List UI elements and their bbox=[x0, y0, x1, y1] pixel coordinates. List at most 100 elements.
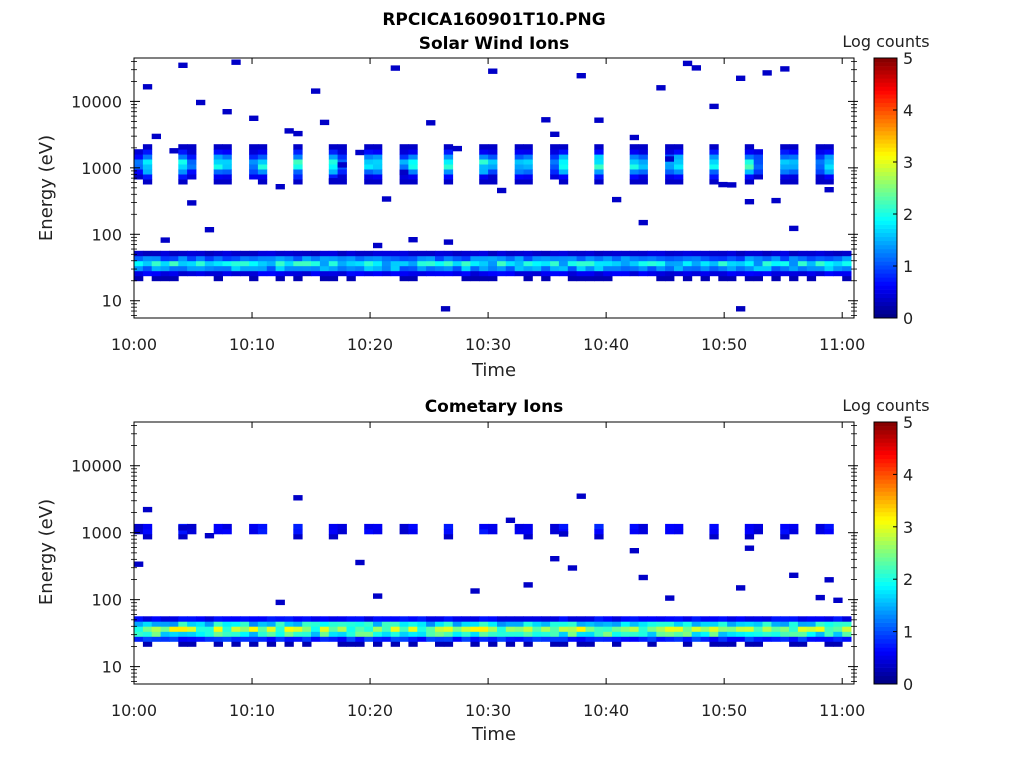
spectrogram-cell bbox=[443, 534, 454, 540]
spectrogram-cell bbox=[426, 255, 436, 262]
spectrogram-cell bbox=[576, 641, 586, 647]
spectrogram-cell bbox=[426, 636, 436, 642]
spectrogram-cell bbox=[266, 621, 277, 627]
spectrogram-cell bbox=[435, 270, 445, 277]
spectrogram-cell bbox=[284, 641, 294, 647]
spectrogram-cell bbox=[789, 275, 799, 282]
spectrogram-cell bbox=[142, 528, 153, 535]
spectrogram-cell bbox=[789, 621, 799, 627]
spectrogram-cell bbox=[762, 270, 772, 277]
spectrogram-cell bbox=[647, 255, 657, 262]
spectrogram-cell bbox=[727, 636, 737, 642]
spectrogram-cell bbox=[142, 250, 153, 257]
spectrogram-cell bbox=[337, 636, 347, 642]
spectrogram-cell bbox=[479, 616, 489, 622]
y-tick-label: 10000 bbox=[71, 92, 122, 111]
spectrogram-cell bbox=[284, 260, 294, 267]
spectrogram-cell bbox=[806, 255, 817, 262]
spectrogram-cell bbox=[665, 164, 675, 170]
spectrogram-cell bbox=[532, 626, 542, 632]
spectrogram-cell bbox=[497, 631, 507, 637]
spectrogram-cell bbox=[293, 631, 303, 637]
spectrogram-cell bbox=[736, 636, 746, 642]
spectrogram-cell bbox=[558, 144, 569, 150]
spectrogram-cell bbox=[240, 265, 250, 272]
spectrogram-cell bbox=[780, 260, 790, 267]
spectrogram-cell bbox=[461, 631, 471, 637]
spectrogram-cell bbox=[231, 265, 241, 272]
spectrogram-cell bbox=[594, 626, 604, 632]
spectrogram-cell bbox=[364, 154, 374, 160]
spectrogram-cell bbox=[142, 149, 153, 155]
x-tick-label: 11:00 bbox=[819, 335, 865, 354]
spectrogram-cell bbox=[435, 631, 445, 637]
spectrogram-cell bbox=[142, 255, 153, 262]
spectrogram-cell bbox=[594, 534, 604, 540]
spectrogram-cell bbox=[514, 523, 524, 530]
spectrogram-cell bbox=[293, 164, 303, 170]
spectrogram-cell bbox=[497, 626, 507, 632]
spectrogram-cell bbox=[178, 260, 188, 267]
spectrogram-cell bbox=[142, 144, 153, 150]
spectrogram-cell bbox=[470, 626, 480, 632]
spectrogram-cell bbox=[594, 169, 604, 175]
spectrogram-cell bbox=[249, 154, 259, 160]
spectrogram-cell bbox=[603, 626, 613, 632]
spectrogram-cell bbox=[381, 636, 392, 642]
spectrogram-cell bbox=[523, 260, 533, 267]
spectrogram-cell bbox=[541, 270, 551, 277]
spectrogram-cell bbox=[576, 250, 586, 257]
spectrogram-cell bbox=[213, 626, 223, 632]
spectrogram-cell bbox=[293, 169, 303, 175]
panel-title: Cometary Ions bbox=[425, 397, 564, 417]
spectrogram-cell bbox=[514, 626, 524, 632]
spectrogram-cell bbox=[638, 179, 648, 185]
spectrogram-cell bbox=[753, 260, 763, 267]
spectrogram-cell bbox=[461, 626, 471, 632]
spectrogram-cell bbox=[541, 117, 551, 123]
spectrogram-cell bbox=[718, 626, 728, 632]
spectrogram-cell bbox=[328, 275, 339, 282]
spectrogram-cell bbox=[311, 250, 321, 257]
spectrogram-cell bbox=[257, 636, 268, 642]
spectrogram-cell bbox=[178, 144, 188, 150]
spectrogram-cell bbox=[222, 523, 232, 530]
spectrogram-cell bbox=[355, 636, 365, 642]
spectrogram-cell bbox=[514, 250, 524, 257]
spectrogram-cell bbox=[249, 144, 259, 150]
spectrogram-cell bbox=[257, 255, 268, 262]
spectrogram-cell bbox=[780, 631, 790, 637]
x-tick-label: 10:40 bbox=[583, 701, 629, 720]
spectrogram-cell bbox=[257, 179, 268, 185]
spectrogram-cell bbox=[426, 270, 436, 277]
spectrogram-cell bbox=[204, 270, 215, 277]
spectrogram-cell bbox=[550, 131, 560, 137]
spectrogram-cell bbox=[452, 270, 462, 277]
spectrogram-cell bbox=[408, 164, 418, 170]
spectrogram-cell bbox=[815, 523, 825, 530]
x-tick-label: 10:30 bbox=[465, 701, 511, 720]
spectrogram-cell bbox=[691, 621, 701, 627]
spectrogram-cell bbox=[178, 621, 188, 627]
spectrogram-cell bbox=[355, 641, 365, 647]
spectrogram-cell bbox=[222, 174, 232, 180]
spectrogram-cell bbox=[443, 265, 454, 272]
spectrogram-cell bbox=[753, 621, 763, 627]
spectrogram-cell bbox=[514, 159, 524, 165]
spectrogram-cell bbox=[665, 626, 675, 632]
spectrogram-cell bbox=[736, 75, 746, 81]
spectrogram-cell bbox=[488, 265, 498, 272]
spectrogram-cell bbox=[523, 621, 533, 627]
spectrogram-cell bbox=[497, 270, 507, 277]
spectrogram-cell bbox=[550, 528, 560, 535]
spectrogram-cell bbox=[204, 636, 215, 642]
spectrogram-cell bbox=[390, 265, 400, 272]
spectrogram-cell bbox=[771, 275, 781, 282]
spectrogram-cell bbox=[815, 631, 825, 637]
spectrogram-cell bbox=[789, 179, 799, 185]
spectrogram-cell bbox=[736, 270, 746, 277]
spectrogram-cell bbox=[328, 178, 339, 184]
spectrogram-cell bbox=[558, 174, 569, 180]
spectrogram-cell bbox=[222, 149, 232, 155]
spectrogram-cell bbox=[488, 260, 498, 267]
